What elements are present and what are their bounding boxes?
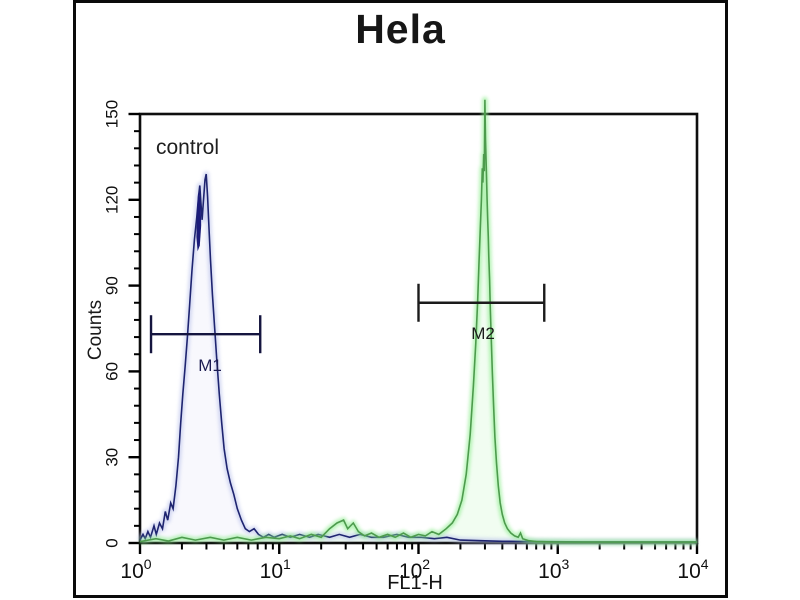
gate-m2-bracket [417, 283, 546, 322]
x-tick-label: 102 [399, 556, 430, 583]
control-series-label: control [156, 136, 220, 159]
curve-fills [140, 99, 697, 543]
x-tick-label: 103 [538, 556, 569, 583]
y-tick-label: 60 [103, 362, 122, 381]
x-axis-title: FL1-H [387, 572, 443, 594]
y-tick-label: 150 [103, 100, 122, 128]
y-tick-label: 0 [103, 538, 122, 547]
control-peak-patch [196, 191, 202, 252]
axis-tick-labels: 0 30 60 90 120 150 100 101 102 103 104 [103, 100, 709, 583]
histogram-curves [137, 96, 697, 546]
chart-title: Hela [355, 6, 446, 52]
x-tick-label: 104 [677, 556, 708, 583]
gate-markers [149, 283, 546, 354]
y-tick-label: 120 [103, 186, 122, 214]
x-tick-label: 101 [260, 556, 291, 583]
gate-m2-label: M2 [471, 324, 495, 343]
y-tick-label: 30 [103, 448, 122, 467]
gate-m1-bracket [149, 315, 262, 354]
photo-frame [73, 0, 728, 598]
y-axis-title: Counts [85, 299, 106, 361]
y-tick-label: 90 [103, 276, 122, 295]
gate-m1-label: M1 [198, 356, 222, 375]
stained-curve [139, 99, 697, 543]
control-curve-fill [140, 174, 697, 543]
x-tick-label: 100 [120, 556, 151, 583]
